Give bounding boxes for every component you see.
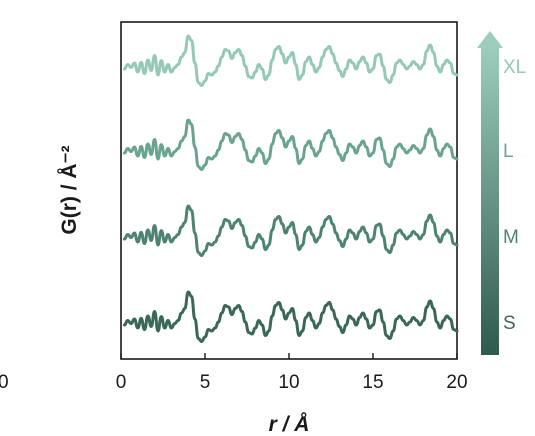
size-labels-layer: S M L XL <box>503 57 526 334</box>
edge-tick-label: 0 <box>0 372 9 393</box>
x-tick-label: 0 <box>116 372 127 393</box>
size-arrow-head <box>477 31 503 48</box>
series-line-s <box>122 290 459 343</box>
size-arrow-shaft <box>481 46 499 355</box>
curves-layer <box>122 34 459 343</box>
x-tick-label: 5 <box>200 372 211 393</box>
y-axis-title: G(r) / Å⁻² <box>57 145 81 234</box>
x-ticks-layer: 0 5 10 15 20 <box>116 353 468 393</box>
size-label-xl: XL <box>503 57 526 78</box>
series-line-xl <box>122 34 459 87</box>
x-tick-label: 10 <box>278 372 299 393</box>
size-label-m: M <box>503 227 519 248</box>
size-arrow <box>477 31 503 355</box>
series-line-m <box>122 204 459 257</box>
x-axis-title: r / Å <box>269 412 310 436</box>
size-label-l: L <box>503 141 514 162</box>
series-line-l <box>122 118 459 171</box>
x-tick-label: 15 <box>362 372 383 393</box>
x-tick-label: 20 <box>446 372 467 393</box>
size-label-s: S <box>503 313 516 334</box>
